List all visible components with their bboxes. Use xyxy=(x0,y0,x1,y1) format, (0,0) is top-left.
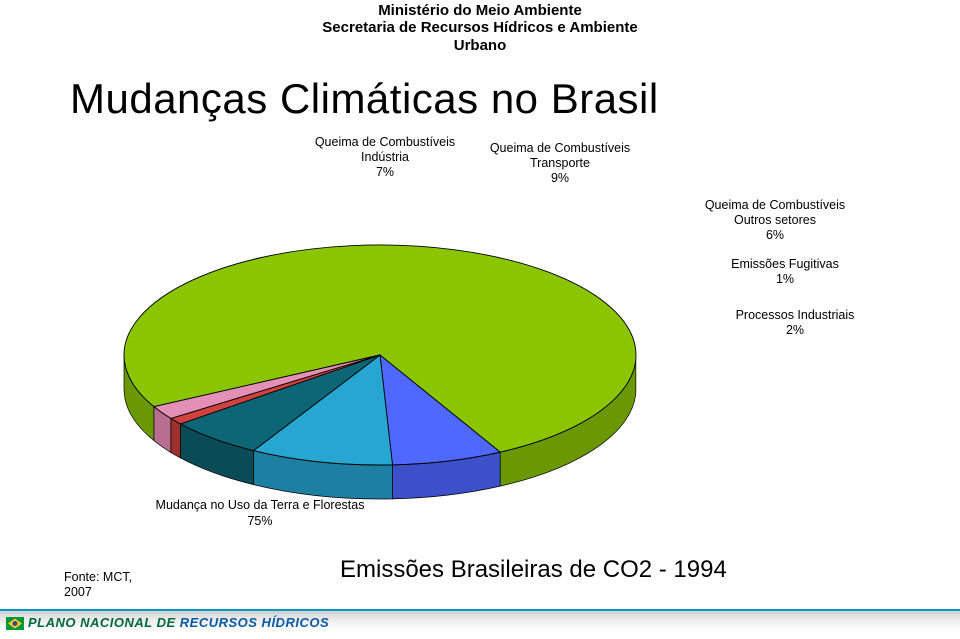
footer-text: PLANO NACIONAL DE RECURSOS HÍDRICOS xyxy=(28,615,329,630)
footer-bar: PLANO NACIONAL DE RECURSOS HÍDRICOS xyxy=(0,609,960,639)
gov-header-line3: Urbano xyxy=(0,37,960,54)
label-fugitivas: Emissões Fugitivas 1% xyxy=(715,257,855,287)
label-industriais: Processos Industriais 2% xyxy=(720,308,870,338)
brazil-flag-icon xyxy=(6,617,24,630)
page-title: Mudanças Climáticas no Brasil xyxy=(70,75,659,123)
subtitle: Emissões Brasileiras de CO2 - 1994 xyxy=(340,556,727,584)
label-uso-terra: Mudança no Uso da Terra e Florestas 75% xyxy=(145,498,375,529)
gov-header-line2: Secretaria de Recursos Hídricos e Ambien… xyxy=(0,19,960,36)
source-label: Fonte: MCT, 2007 xyxy=(64,570,132,601)
label-outros: Queima de Combustíveis Outros setores 6% xyxy=(695,198,855,243)
pie-chart xyxy=(70,155,690,505)
gov-header: Ministério do Meio Ambiente Secretaria d… xyxy=(0,2,960,54)
label-industria: Queima de Combustíveis Indústria 7% xyxy=(305,135,465,180)
label-transporte: Queima de Combustíveis Transporte 9% xyxy=(480,141,640,186)
gov-header-line1: Ministério do Meio Ambiente xyxy=(0,2,960,19)
